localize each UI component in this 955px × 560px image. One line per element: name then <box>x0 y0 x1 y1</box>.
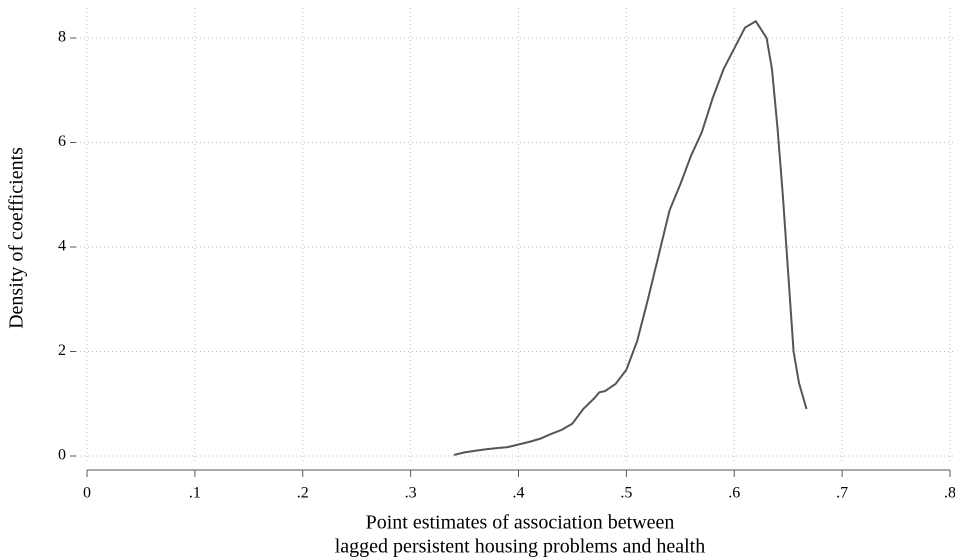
x-tick-label: 0 <box>83 485 91 502</box>
y-tick-label: 2 <box>58 342 66 359</box>
x-tick-label: .5 <box>620 485 632 502</box>
x-tick-label: .3 <box>405 485 417 502</box>
x-tick-label: .4 <box>513 485 525 502</box>
y-tick-label: 8 <box>58 29 66 46</box>
x-tick-label: .6 <box>728 485 740 502</box>
y-axis-title: Density of coefficients <box>6 147 28 329</box>
y-tick-label: 0 <box>58 447 66 464</box>
y-tick-label: 6 <box>58 133 66 150</box>
y-tick-label: 4 <box>58 238 66 255</box>
x-tick-label: .7 <box>836 485 848 502</box>
x-axis-title: lagged persistent housing problems and h… <box>335 536 705 558</box>
density-line <box>453 19 808 456</box>
x-tick-label: .2 <box>297 485 309 502</box>
x-axis-title: Point estimates of association between <box>366 512 675 534</box>
x-tick-label: .1 <box>189 485 201 502</box>
x-tick-label: .8 <box>944 485 955 502</box>
